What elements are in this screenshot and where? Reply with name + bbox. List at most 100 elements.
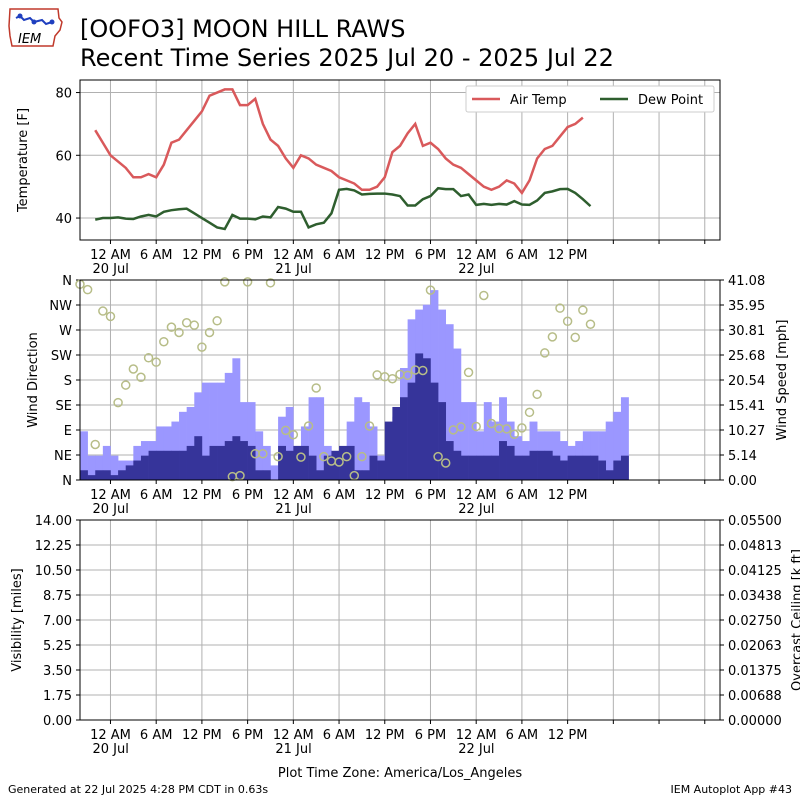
x-tick-label: 12 PM xyxy=(182,488,222,503)
x-tick-label: 6 PM xyxy=(415,488,446,503)
wind-bar xyxy=(392,406,401,480)
wind-speed-tick-label: 15.41 xyxy=(728,399,765,414)
gust-bar xyxy=(102,445,111,480)
wind-direction-point xyxy=(174,327,184,338)
wind-speed-tick-label: 20.54 xyxy=(728,374,765,389)
wind-direction-point xyxy=(532,389,542,400)
x-date-label: 21 Jul xyxy=(275,742,311,757)
gust-bar xyxy=(361,402,370,480)
wind-bar xyxy=(400,397,408,480)
wind-bar xyxy=(567,455,576,480)
x-tick-label: 12 PM xyxy=(365,488,405,503)
gust-bar xyxy=(270,465,279,480)
wind-bar xyxy=(369,455,378,480)
gust-bar xyxy=(87,455,96,480)
gust-bar xyxy=(499,397,507,480)
wind-bar xyxy=(201,455,210,480)
wind-direction-point xyxy=(578,305,588,315)
wind-direction-point xyxy=(303,421,314,431)
gust-bar xyxy=(453,348,462,480)
wind-bar xyxy=(491,455,500,480)
wind-bar xyxy=(438,402,447,480)
wind-direction-point xyxy=(151,357,161,367)
wind-direction-tick-label: SE xyxy=(56,399,72,414)
wind-direction-point xyxy=(113,397,123,408)
dew-point-line xyxy=(94,186,592,231)
wind-speed-tick-label: 5.14 xyxy=(728,449,757,464)
x-tick-label: 12 PM xyxy=(548,248,588,263)
gust-bar xyxy=(285,406,294,480)
legend-box xyxy=(465,85,715,113)
wind-bar xyxy=(460,455,469,480)
wind-bar xyxy=(247,445,256,480)
wind-bar xyxy=(582,455,591,480)
wind-direction-point xyxy=(311,383,321,393)
wind-bar xyxy=(217,445,226,480)
ceiling-tick-label: 0.01375 xyxy=(728,664,782,679)
wind-bar xyxy=(232,436,241,480)
app-credit: IEM Autoplot App #43 xyxy=(670,783,793,796)
wind-bar xyxy=(87,475,96,480)
wind-bar xyxy=(133,460,142,480)
wind-direction-point xyxy=(220,277,230,287)
wind-direction-point xyxy=(555,303,565,313)
x-tick-label: 6 PM xyxy=(415,728,446,743)
ceiling-tick-label: 0.02063 xyxy=(728,639,782,654)
x-tick-label: 12 PM xyxy=(365,248,405,263)
ceiling-tick-label: 0.03438 xyxy=(728,589,782,604)
x-tick-label: 12 AM xyxy=(90,488,131,503)
legend-dew-point-label: Dew Point xyxy=(638,93,703,108)
air-temp-line xyxy=(94,88,584,196)
gust-bar xyxy=(468,402,477,480)
wind-direction-point xyxy=(486,418,497,429)
wind-direction-point xyxy=(212,316,222,326)
legend-air-temp-label: Air Temp xyxy=(510,93,567,108)
wind-direction-tick-label: E xyxy=(64,424,72,439)
x-date-label: 20 Jul xyxy=(92,262,128,277)
wind-bar xyxy=(521,455,530,480)
wind-direction-point xyxy=(288,429,299,440)
wind-bar xyxy=(255,470,264,480)
wind-direction-point xyxy=(181,317,192,328)
wind-bar xyxy=(483,455,492,480)
x-tick-label: 12 PM xyxy=(182,248,222,263)
gust-bar xyxy=(217,382,226,480)
x-date-label: 20 Jul xyxy=(92,742,128,757)
wind-direction-point xyxy=(90,439,100,450)
wind-direction-point xyxy=(540,348,550,358)
visibility-panel-frame xyxy=(79,519,721,721)
x-tick-label: 12 PM xyxy=(365,728,405,743)
wind-direction-point xyxy=(372,370,382,380)
x-tick-label: 6 AM xyxy=(323,488,356,503)
gust-bar xyxy=(613,411,622,480)
x-tick-label: 12 AM xyxy=(273,728,314,743)
x-tick-label: 6 AM xyxy=(506,248,539,263)
x-tick-label: 6 PM xyxy=(232,728,263,743)
gust-bar xyxy=(354,397,363,480)
wind-bar xyxy=(499,441,507,480)
wind-bar xyxy=(278,445,287,480)
visibility-tick-label: 14.00 xyxy=(35,514,72,529)
wind-bar xyxy=(308,455,317,480)
wind-bar xyxy=(80,470,88,480)
wind-bar xyxy=(620,455,629,480)
generated-note: Generated at 22 Jul 2025 4:28 PM CDT in … xyxy=(8,783,269,796)
wind-direction-point xyxy=(509,429,520,439)
wind-bar xyxy=(316,470,325,480)
wind-bar xyxy=(476,455,485,480)
wind-bar xyxy=(194,436,203,480)
wind-bar xyxy=(95,470,104,480)
ceiling-axis-label: Overcast Ceiling [k ft] xyxy=(790,549,800,691)
ceiling-tick-label: 0.00000 xyxy=(728,714,782,729)
wind-bar xyxy=(407,382,416,480)
y-tick-label: 60 xyxy=(55,149,72,164)
wind-bar xyxy=(156,450,165,480)
wind-direction-point xyxy=(562,316,573,327)
iem-logo: IEM xyxy=(6,6,64,54)
wind-direction-point xyxy=(128,364,139,374)
wind-direction-tick-label: N xyxy=(62,474,72,489)
wind-direction-point xyxy=(471,421,481,432)
x-tick-label: 6 AM xyxy=(323,728,356,743)
ceiling-tick-label: 0.05500 xyxy=(728,514,782,529)
x-tick-label: 12 PM xyxy=(548,488,588,503)
